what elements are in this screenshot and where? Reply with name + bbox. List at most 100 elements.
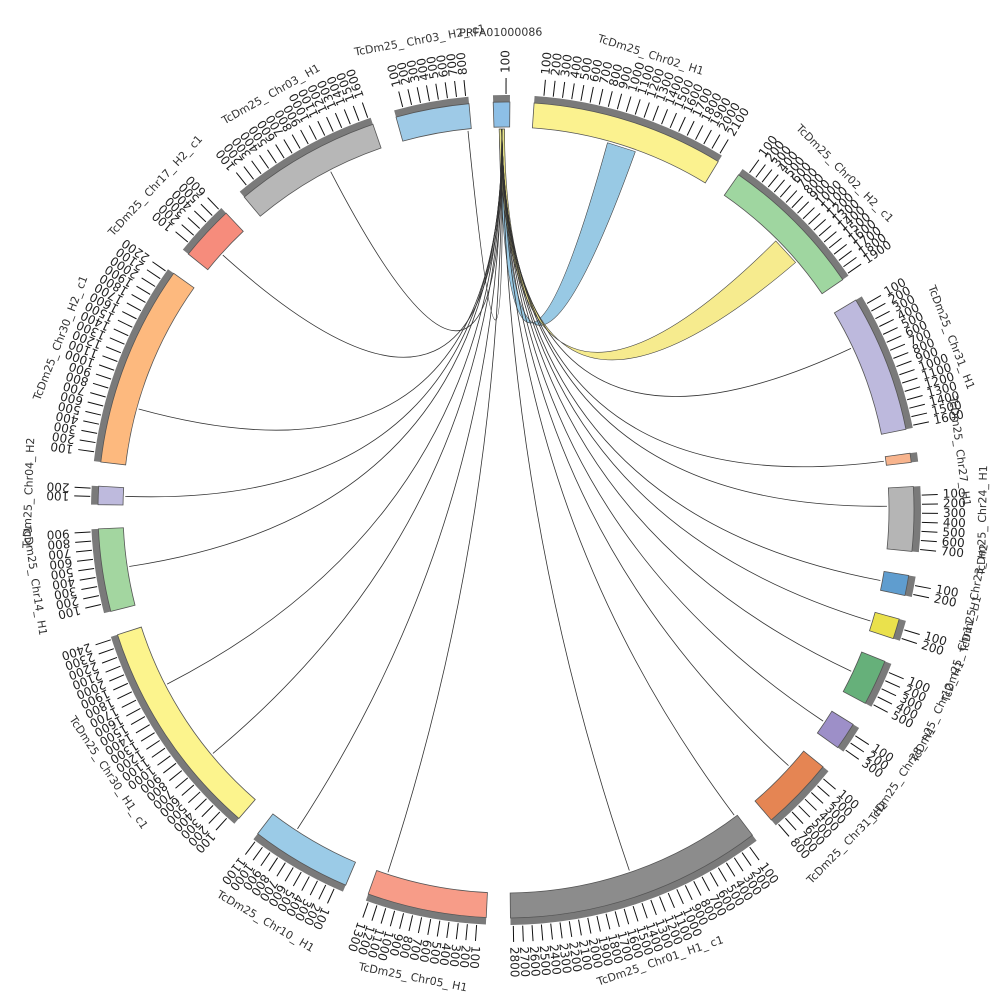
tick-mark [76, 550, 92, 552]
segment-s5 [887, 486, 914, 551]
tick-mark [606, 914, 610, 930]
tick-mark [756, 165, 766, 178]
tick-mark [913, 595, 929, 598]
tick-mark [90, 393, 105, 397]
tick-mark [889, 673, 904, 679]
tick-mark [544, 80, 545, 96]
tick-mark [141, 733, 155, 742]
tick-mark [127, 303, 141, 311]
tick-mark [475, 925, 476, 941]
tick-mark [677, 889, 684, 904]
segment-s6 [880, 571, 908, 595]
tick-mark [126, 708, 140, 716]
tick-mark [726, 863, 734, 877]
tick-mark [579, 920, 582, 936]
tick-mark [899, 370, 914, 375]
tick-mark [277, 863, 285, 877]
tick-mark [819, 225, 831, 236]
tick-mark [875, 311, 889, 318]
tick-mark [188, 792, 200, 803]
tick-mark [261, 853, 270, 866]
tick-mark [651, 900, 657, 915]
tick-mark [702, 877, 710, 891]
tick-mark [871, 303, 885, 311]
tick-mark [704, 130, 712, 144]
tick-mark [685, 885, 692, 899]
tick-mark [909, 404, 925, 408]
tick-mark [390, 911, 394, 926]
link-line [297, 129, 501, 829]
tick-mark [785, 818, 796, 830]
link-line [502, 129, 851, 671]
tick-mark [428, 919, 431, 935]
tick-mark [922, 495, 938, 496]
tick-mark [77, 559, 93, 561]
tick-mark [642, 903, 647, 918]
tick-mark [399, 92, 403, 107]
tick-mark [201, 204, 212, 215]
tick-mark [590, 87, 593, 103]
tick-mark [890, 344, 905, 350]
tick-mark [381, 908, 386, 923]
tick-mark [113, 683, 128, 690]
tick-mark [882, 689, 896, 696]
tick-mark [182, 785, 194, 796]
tick-mark [447, 922, 449, 938]
tick-mark [569, 921, 571, 937]
tick-mark [106, 666, 121, 672]
tick-mark [327, 117, 334, 132]
tick-mark [662, 109, 668, 124]
tick-mark [276, 145, 285, 159]
tick-mark [252, 161, 261, 174]
segment-tick-strip [493, 95, 510, 102]
tick-mark [653, 106, 659, 121]
tick-mark [253, 847, 262, 860]
tick-mark [102, 657, 117, 663]
links-layer [125, 129, 887, 872]
tick-mark [762, 170, 772, 183]
tick-mark [209, 812, 220, 824]
tick-mark [318, 121, 325, 135]
tick-mark [99, 649, 114, 654]
tick-mark [905, 387, 920, 392]
tick-mark [110, 338, 125, 344]
tick-mark [409, 915, 413, 931]
tick-mark [885, 681, 900, 688]
tick-mark [81, 587, 97, 590]
tick-label: 2800 [507, 947, 522, 978]
tick-mark [907, 396, 922, 400]
tick-mark [805, 799, 817, 810]
tick-mark [436, 84, 439, 100]
tick-mark [122, 700, 136, 707]
tick-mark [417, 87, 420, 103]
tick-mark [814, 219, 826, 230]
tick-mark [83, 596, 99, 599]
tick-mark [81, 430, 97, 433]
tick-mark [644, 102, 649, 117]
tick-mark [843, 257, 856, 266]
tick-mark [878, 697, 892, 704]
tick-mark [750, 847, 759, 860]
tick-mark [456, 923, 458, 939]
tick-mark [131, 717, 145, 725]
tick-mark [626, 96, 631, 111]
tick-mark [301, 130, 309, 144]
tick-mark [292, 135, 300, 149]
tick-mark [774, 180, 784, 192]
tick-mark [245, 842, 255, 855]
tick-mark [285, 867, 293, 881]
tick-mark [887, 336, 902, 342]
tick-mark [466, 924, 467, 940]
tick-mark [408, 89, 412, 105]
tick-mark [848, 264, 861, 273]
link-line [502, 129, 734, 815]
tick-mark [260, 155, 269, 168]
tick-mark [99, 365, 114, 370]
tick-mark [302, 877, 310, 891]
tick-mark [597, 916, 600, 932]
tick-mark [541, 924, 542, 940]
tick-mark [846, 750, 859, 759]
tick-mark [902, 378, 917, 383]
tick-label: 200 [46, 479, 70, 494]
